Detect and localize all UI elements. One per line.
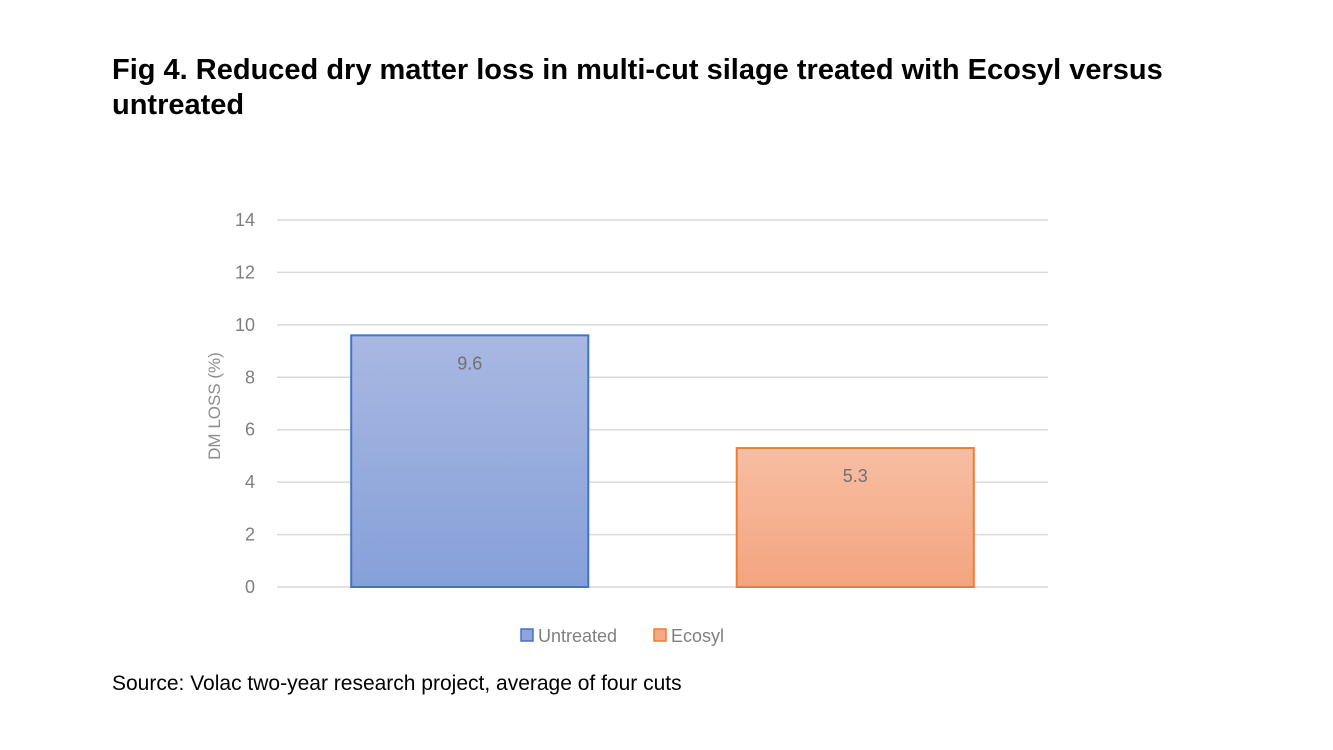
y-axis-ticks: 0 2 4 6 8 10 12 14: [235, 210, 255, 597]
bar-untreated: [350, 334, 590, 589]
legend-label-ecosyl: Ecosyl: [671, 626, 724, 646]
data-label-untreated: 9.6: [457, 353, 482, 373]
y-tick-label: 10: [235, 315, 255, 335]
y-tick-label: 6: [245, 420, 255, 440]
bar-ecosyl: [735, 447, 975, 589]
y-tick-label: 12: [235, 262, 255, 282]
data-labels: 9.6 5.3: [457, 353, 868, 486]
y-tick-label: 0: [245, 577, 255, 597]
figure-title: Fig 4. Reduced dry matter loss in multi-…: [112, 54, 1163, 121]
legend-label-untreated: Untreated: [538, 626, 617, 646]
y-tick-label: 4: [245, 472, 255, 492]
y-tick-label: 8: [245, 367, 255, 387]
bars: [350, 334, 975, 589]
y-axis-label: DM LOSS (%): [205, 352, 224, 460]
y-tick-label: 14: [235, 210, 255, 230]
legend: Untreated Ecosyl: [520, 626, 724, 646]
y-tick-label: 2: [245, 525, 255, 545]
legend-swatch-ecosyl: [653, 628, 667, 642]
data-label-ecosyl: 5.3: [843, 466, 868, 486]
legend-swatch-untreated: [520, 628, 534, 642]
source-note: Source: Volac two-year research project,…: [112, 672, 682, 695]
